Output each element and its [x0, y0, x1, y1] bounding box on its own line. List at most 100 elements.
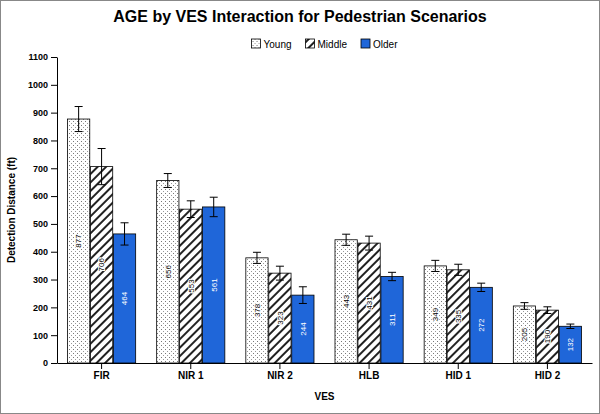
data-label: 553 — [187, 279, 196, 293]
y-axis-title: Detection Distance (ft) — [6, 157, 17, 263]
y-tick-label: 0 — [43, 358, 48, 368]
data-label: 311 — [388, 313, 397, 326]
chart-border — [1, 1, 600, 414]
x-tick: NIR 1 — [178, 363, 204, 381]
y-tick: 500 — [33, 219, 57, 229]
legend-item: Middle — [306, 39, 348, 50]
error-bar — [75, 107, 83, 132]
y-tick: 400 — [33, 247, 57, 257]
legend-label: Young — [264, 39, 292, 50]
bar — [381, 276, 403, 363]
bar — [335, 240, 357, 363]
chart: 0 100 200 300 400 500 600 700 800 900 1000 1100 FIR N… — [0, 0, 600, 414]
data-label: 349 — [431, 307, 440, 321]
data-labels: 8776563784433492057065533234313351904645… — [74, 234, 575, 352]
error-bar — [187, 201, 195, 218]
y-tick: 300 — [33, 275, 57, 285]
x-axis-line — [58, 363, 593, 364]
y-tick: 100 — [33, 331, 57, 341]
data-label: 464 — [120, 291, 129, 305]
error-bar — [543, 307, 551, 314]
x-tick: HID 1 — [445, 363, 471, 381]
legend-swatch — [306, 39, 315, 48]
x-tick: FIR — [94, 363, 111, 381]
y-tick-label: 1000 — [28, 80, 48, 90]
bar — [470, 287, 492, 363]
bar — [513, 306, 535, 363]
bar — [67, 119, 89, 363]
y-tick-label: 800 — [33, 136, 48, 146]
y-tick-label: 300 — [33, 275, 48, 285]
y-axis-line — [57, 58, 58, 364]
y-tick: 900 — [33, 108, 57, 118]
y-tick-label: 700 — [33, 164, 48, 174]
y-tick-mark — [51, 335, 57, 336]
x-tick-mark — [547, 363, 548, 369]
y-tick-label: 900 — [33, 108, 48, 118]
error-bar — [342, 234, 350, 245]
y-tick: 200 — [33, 303, 57, 313]
error-bar — [365, 236, 373, 250]
x-tick-mark — [458, 363, 459, 369]
error-bar — [276, 266, 284, 280]
legend-label: Middle — [318, 39, 348, 50]
x-tick-label: HID 2 — [535, 370, 561, 381]
legend-item: Young — [252, 39, 292, 50]
y-tick-label: 1100 — [28, 52, 48, 62]
data-label: 706 — [97, 258, 106, 272]
bar — [157, 181, 179, 363]
series — [67, 107, 535, 363]
y-tick-mark — [51, 252, 57, 253]
error-bar — [299, 287, 307, 304]
y-tick-mark — [51, 363, 57, 364]
y-tick: 600 — [33, 191, 57, 201]
x-tick: NIR 2 — [267, 363, 293, 381]
x-tick-label: NIR 2 — [267, 370, 293, 381]
bars — [67, 107, 581, 363]
x-axis: FIR NIR 1 NIR 2 HLB HID 1 HID 2 — [58, 363, 593, 381]
bar — [113, 234, 135, 363]
data-label: 190 — [543, 329, 552, 343]
data-label: 656 — [164, 265, 173, 279]
y-tick-mark — [51, 224, 57, 225]
y-tick-label: 400 — [33, 247, 48, 257]
y-tick-label: 600 — [33, 191, 48, 201]
legend-item: Older — [361, 39, 398, 50]
y-tick: 1000 — [28, 80, 57, 90]
y-tick-mark — [51, 280, 57, 281]
y-tick: 1100 — [28, 52, 57, 62]
series — [90, 149, 558, 363]
bar — [90, 167, 112, 363]
x-tick-mark — [190, 363, 191, 369]
y-tick-mark — [51, 168, 57, 169]
bar — [536, 310, 558, 363]
x-tick-label: HLB — [359, 370, 380, 381]
data-label: 132 — [566, 337, 575, 351]
data-label: 272 — [477, 318, 486, 332]
error-bar — [210, 197, 218, 216]
bar — [559, 326, 581, 363]
x-tick-mark — [279, 363, 280, 369]
y-tick-label: 200 — [33, 303, 48, 313]
bar — [180, 209, 202, 363]
bar — [269, 273, 291, 363]
data-label: 561 — [210, 278, 219, 292]
data-label: 443 — [342, 294, 351, 308]
data-label: 335 — [454, 309, 463, 323]
bar — [246, 258, 268, 363]
x-tick-label: FIR — [94, 370, 111, 381]
y-axis: 0 100 200 300 400 500 600 700 800 900 1000 1100 — [28, 52, 58, 368]
error-bar — [164, 174, 172, 188]
y-tick-mark — [51, 57, 57, 58]
y-tick-label: 500 — [33, 219, 48, 229]
legend-swatch — [361, 39, 370, 48]
x-tick-label: HID 1 — [445, 370, 471, 381]
title: AGE by VES Interaction for Pedestrian Sc… — [113, 8, 487, 25]
x-tick: HLB — [359, 363, 380, 381]
y-tick: 0 — [43, 358, 57, 368]
error-bar — [98, 149, 106, 185]
y-tick-mark — [51, 196, 57, 197]
data-label: 378 — [253, 303, 262, 317]
error-bar — [477, 283, 485, 291]
error-bar — [454, 264, 462, 275]
